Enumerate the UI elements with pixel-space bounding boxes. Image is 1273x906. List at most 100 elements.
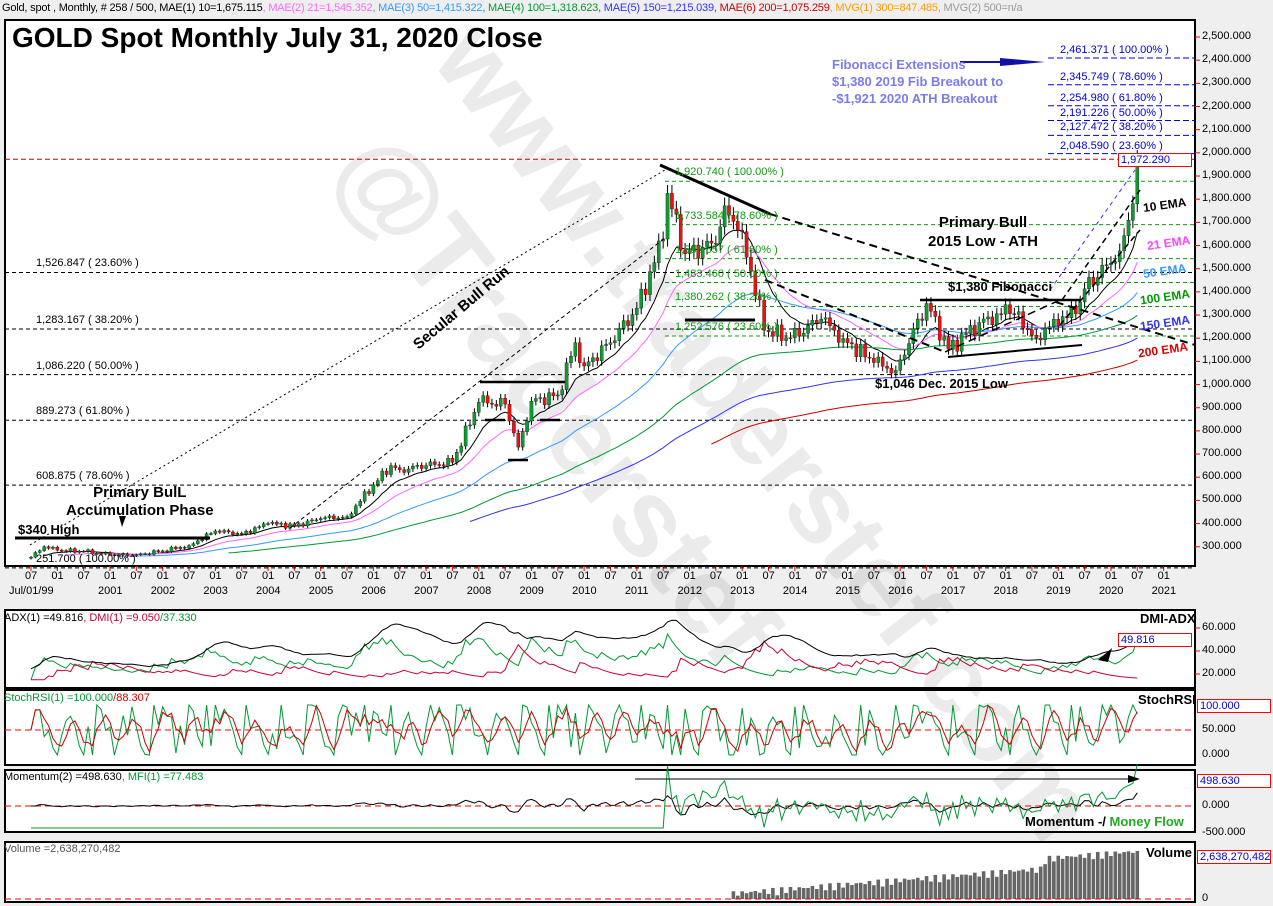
candle-body — [937, 316, 942, 341]
candle-body — [226, 530, 231, 533]
candle-body — [876, 356, 881, 363]
volume-bar — [1109, 856, 1113, 899]
adx-tick: 40.000 — [1202, 644, 1236, 656]
candle-body — [736, 221, 740, 231]
volume-bar — [793, 890, 797, 899]
volume-bar — [889, 884, 894, 899]
x-tick-label: 01 — [262, 570, 275, 582]
candle-body — [1131, 203, 1135, 221]
volume-bar — [1135, 851, 1140, 899]
x-tick-label: 01 — [999, 570, 1012, 582]
candle-body — [722, 205, 727, 228]
volume-bar — [1043, 864, 1047, 899]
volume-bar — [951, 874, 955, 899]
candle-body — [490, 402, 494, 405]
candle-body — [617, 328, 622, 341]
volume-bar — [911, 879, 916, 899]
candle-body — [1003, 304, 1008, 315]
candle-body — [951, 339, 955, 350]
candle-body — [902, 354, 907, 360]
fib-label-black: 608.875 ( 78.60% ) — [36, 470, 130, 483]
candle-body — [327, 515, 332, 518]
momentum-line — [31, 792, 1138, 816]
volume-bar — [867, 880, 872, 899]
candle-body — [916, 318, 920, 329]
trendline — [1049, 169, 1136, 291]
candle-body — [222, 530, 226, 533]
candle-body — [573, 342, 578, 357]
x-tick-label: 07 — [1078, 570, 1091, 582]
y-tick-label: 1,000.000 — [1202, 377, 1251, 390]
y-tick-label: 1,900.000 — [1202, 169, 1251, 182]
candle-body — [95, 553, 99, 555]
fib-label-blue: 2,461.371 ( 100.00% ) — [1060, 43, 1169, 56]
volume-bar — [937, 882, 942, 899]
candle-body — [218, 530, 222, 533]
legend-item: , MAE(4) 100=1,318.623 — [482, 2, 599, 14]
candle-body — [1012, 313, 1017, 315]
candle-body — [1047, 326, 1052, 329]
arrow-icon — [1000, 58, 1045, 66]
legend-item: Gold, spot , Monthly, # 258 / 500, MAE(1… — [2, 2, 263, 14]
volume-bar — [845, 882, 850, 899]
candle-body — [196, 540, 200, 544]
candle-body — [248, 531, 253, 534]
stoch-d: /88.307 — [113, 692, 150, 704]
candle-body — [727, 205, 731, 216]
candle-body — [516, 432, 521, 448]
candle-body — [507, 404, 512, 422]
x-tick-label: 07 — [867, 570, 881, 582]
candle-body — [38, 550, 42, 553]
volume-bar — [841, 887, 845, 899]
vol-last-box: 2,638,270,482 — [1197, 850, 1271, 864]
candle-body — [613, 340, 617, 343]
volume-bar — [977, 876, 982, 899]
volume-bar — [850, 885, 854, 899]
candle-body — [709, 240, 714, 244]
ema-line-150 — [469, 337, 1138, 522]
fib-1380-note: $1,380 Fibonacci — [948, 279, 1053, 294]
volume-bar — [973, 872, 977, 899]
legend-item: , MAE(6) 200=1,075.259 — [713, 2, 830, 14]
candle-body — [402, 469, 406, 473]
volume-bar — [915, 877, 920, 899]
candle-body — [858, 344, 863, 357]
candle-body — [674, 208, 679, 215]
fib-label-blue: 2,191.226 ( 50.00% ) — [1060, 106, 1163, 119]
fib-label-green: 1,733.584 ( 78.60% ) — [675, 209, 778, 222]
candle-body — [380, 470, 384, 481]
panel-frame — [4, 689, 1196, 766]
candle-body — [823, 317, 828, 320]
candle-body — [863, 344, 867, 358]
candle-body — [920, 318, 924, 321]
x-tick-label: 07 — [762, 570, 775, 582]
candle-body — [828, 317, 832, 326]
candle-body — [1126, 220, 1131, 236]
candle-body — [275, 522, 279, 525]
candle-body — [854, 343, 859, 357]
candle-body — [112, 554, 117, 556]
y-tick-label: 2,100.000 — [1202, 122, 1251, 135]
candle-body — [55, 546, 60, 551]
candle-body — [1100, 264, 1104, 278]
candle-body — [648, 271, 652, 295]
candle-body — [81, 550, 86, 553]
trendline — [947, 344, 1083, 358]
candle-body — [270, 522, 275, 524]
candle-body — [90, 549, 95, 555]
x-tick-label: 01 — [314, 570, 327, 582]
x-tick-label: 01 — [367, 570, 380, 582]
candle-body — [463, 425, 468, 447]
note-line: Fibonacci Extensions — [832, 57, 966, 72]
candle-body — [981, 318, 986, 323]
volume-bar — [775, 895, 780, 899]
x-year-label: 2009 — [519, 585, 544, 597]
candle-body — [1113, 261, 1118, 264]
indicator-legend: Gold, spot , Monthly, # 258 / 500, MAE(1… — [2, 2, 1023, 14]
x-tick-label: 01 — [630, 570, 644, 582]
candle-body — [121, 553, 125, 555]
x-year-label: 2006 — [361, 585, 386, 597]
y-tick-label: 1,400.000 — [1202, 284, 1251, 297]
y-tick-label: 800.000 — [1202, 423, 1242, 436]
candle-body — [762, 299, 766, 331]
